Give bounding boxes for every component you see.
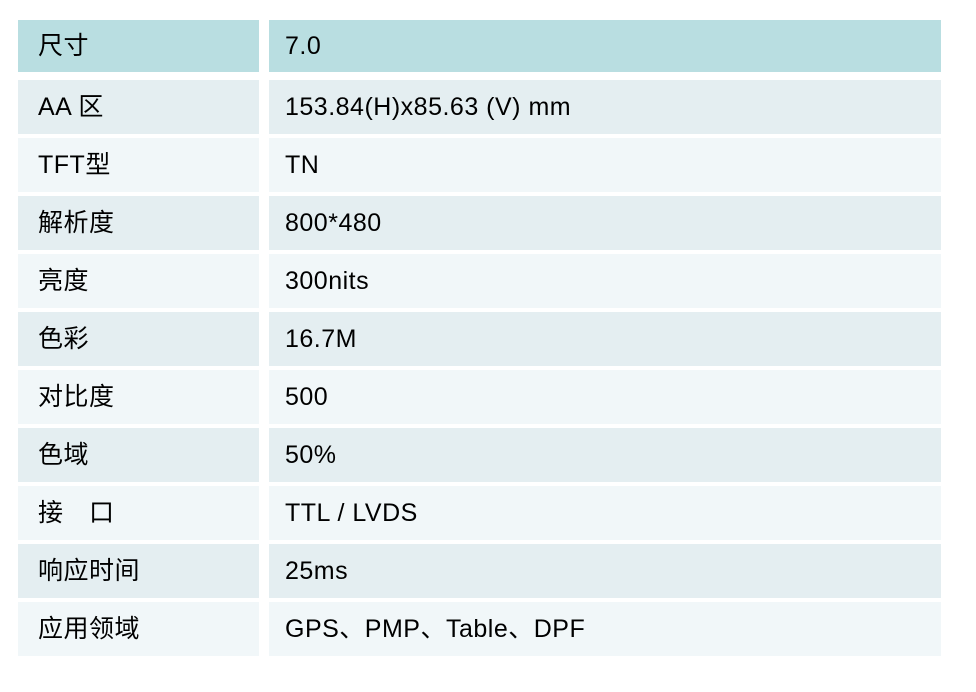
table-row: 响应时间 25ms bbox=[18, 544, 941, 598]
spec-value-cell: 800*480 bbox=[269, 196, 941, 250]
table-row: AA 区 153.84(H)x85.63 (V) mm bbox=[18, 80, 941, 134]
spec-value-cell: GPS、PMP、Table、DPF bbox=[269, 602, 941, 656]
table-row: 应用领域 GPS、PMP、Table、DPF bbox=[18, 602, 941, 656]
spec-value-cell: 16.7M bbox=[269, 312, 941, 366]
spec-label-cell: TFT型 bbox=[18, 138, 259, 192]
spec-label: 尺寸 bbox=[38, 31, 90, 60]
spec-label: 对比度 bbox=[38, 382, 115, 411]
table-row: 解析度 800*480 bbox=[18, 196, 941, 250]
table-row: 尺寸 7.0 bbox=[18, 20, 941, 72]
spec-label: 亮度 bbox=[38, 266, 90, 295]
spec-value: 25ms bbox=[285, 556, 349, 585]
spec-value: 50% bbox=[285, 440, 337, 469]
spec-value-cell: 25ms bbox=[269, 544, 941, 598]
spec-label-cell: 色域 bbox=[18, 428, 259, 482]
spec-label: 接 口 bbox=[38, 498, 115, 527]
spec-label-cell: AA 区 bbox=[18, 80, 259, 134]
spec-table: 尺寸 7.0 AA 区 153.84(H)x85.63 (V) mm TFT型 … bbox=[18, 20, 941, 660]
spec-label-cell: 解析度 bbox=[18, 196, 259, 250]
spec-label: 色域 bbox=[38, 440, 90, 469]
spec-value: 7.0 bbox=[285, 31, 322, 60]
spec-label: 色彩 bbox=[38, 324, 90, 353]
spec-label: 响应时间 bbox=[38, 556, 141, 585]
spec-label-cell: 色彩 bbox=[18, 312, 259, 366]
spec-label-cell: 对比度 bbox=[18, 370, 259, 424]
spec-value: 16.7M bbox=[285, 324, 357, 353]
spec-value: TTL / LVDS bbox=[285, 498, 418, 527]
spec-value-cell: 153.84(H)x85.63 (V) mm bbox=[269, 80, 941, 134]
spec-value: GPS、PMP、Table、DPF bbox=[285, 614, 586, 643]
spec-value-cell: 500 bbox=[269, 370, 941, 424]
spec-value: 153.84(H)x85.63 (V) mm bbox=[285, 92, 572, 121]
spec-label-cell: 应用领域 bbox=[18, 602, 259, 656]
table-row: 色彩 16.7M bbox=[18, 312, 941, 366]
spec-label-cell: 尺寸 bbox=[18, 20, 259, 72]
spec-value-cell: 50% bbox=[269, 428, 941, 482]
spec-label: 解析度 bbox=[38, 208, 115, 237]
table-row: 亮度 300nits bbox=[18, 254, 941, 308]
spec-value: 300nits bbox=[285, 266, 370, 295]
spec-label-cell: 接 口 bbox=[18, 486, 259, 540]
spec-value: 500 bbox=[285, 382, 329, 411]
spec-value-cell: 7.0 bbox=[269, 20, 941, 72]
table-row: 接 口 TTL / LVDS bbox=[18, 486, 941, 540]
table-row: 对比度 500 bbox=[18, 370, 941, 424]
spec-label: 应用领域 bbox=[38, 614, 141, 643]
table-row: TFT型 TN bbox=[18, 138, 941, 192]
spec-value-cell: TN bbox=[269, 138, 941, 192]
spec-label-cell: 亮度 bbox=[18, 254, 259, 308]
spec-value: TN bbox=[285, 150, 320, 179]
spec-label: TFT型 bbox=[38, 150, 111, 179]
spec-label-cell: 响应时间 bbox=[18, 544, 259, 598]
spec-label: AA 区 bbox=[38, 92, 104, 121]
table-row: 色域 50% bbox=[18, 428, 941, 482]
spec-value-cell: 300nits bbox=[269, 254, 941, 308]
spec-value-cell: TTL / LVDS bbox=[269, 486, 941, 540]
spec-value: 800*480 bbox=[285, 208, 382, 237]
